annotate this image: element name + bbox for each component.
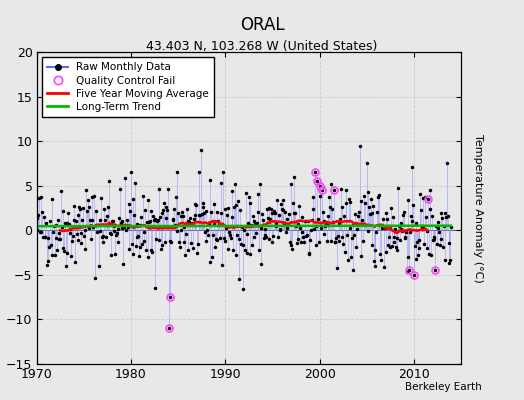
Legend: Raw Monthly Data, Quality Control Fail, Five Year Moving Average, Long-Term Tren: Raw Monthly Data, Quality Control Fail, … <box>42 57 214 117</box>
Text: ORAL: ORAL <box>239 16 285 34</box>
Y-axis label: Temperature Anomaly (°C): Temperature Anomaly (°C) <box>473 134 483 282</box>
Text: 43.403 N, 103.268 W (United States): 43.403 N, 103.268 W (United States) <box>146 40 378 53</box>
Text: Berkeley Earth: Berkeley Earth <box>406 382 482 392</box>
